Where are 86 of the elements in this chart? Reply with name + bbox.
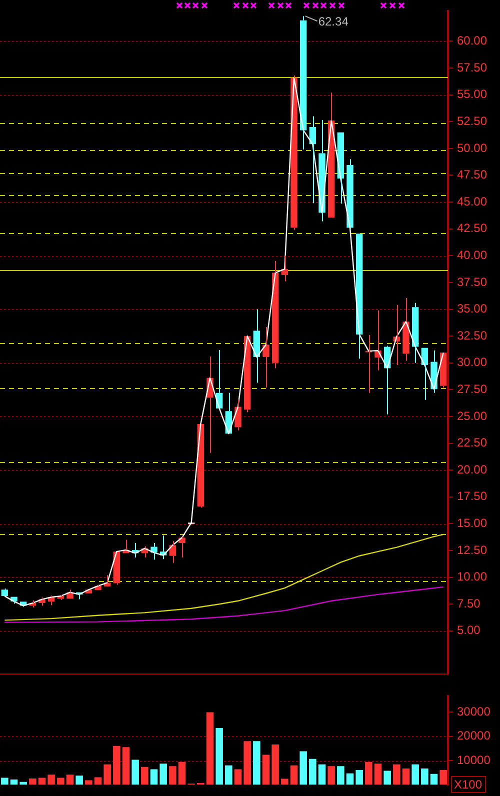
- candlestick: [402, 298, 410, 362]
- bar: [225, 765, 232, 785]
- candlestick: [300, 16, 307, 150]
- y-tick-label: 47.50: [457, 168, 488, 182]
- bar: [374, 764, 382, 785]
- y-tick-label: 10.00: [457, 570, 488, 584]
- y-tick-label: 12.50: [457, 542, 488, 557]
- candlestick: [1, 588, 8, 596]
- candlestick: [178, 536, 186, 558]
- candlestick: [346, 158, 354, 230]
- bar: [309, 758, 316, 785]
- y-tick-label: 7.50: [457, 596, 481, 610]
- bar: [412, 764, 419, 785]
- bar: [272, 744, 279, 785]
- bar: [365, 762, 372, 785]
- bar: [300, 751, 307, 785]
- bar: [85, 780, 92, 785]
- bar: [66, 774, 74, 785]
- y-tick-label: 42.50: [457, 221, 488, 236]
- candlestick: [309, 116, 316, 204]
- bar: [48, 774, 55, 785]
- bar: [402, 768, 410, 785]
- bar: [10, 779, 18, 785]
- bar: [234, 769, 242, 785]
- y-tick-label: 60.00: [457, 34, 488, 48]
- bar: [262, 754, 270, 785]
- bar: [206, 712, 214, 785]
- y-tick-label: 10000: [457, 752, 491, 767]
- bar: [384, 770, 391, 785]
- bar: [281, 778, 288, 785]
- y-tick-label: 55.00: [457, 87, 488, 102]
- annotation: 62.34: [318, 14, 349, 28]
- bar: [160, 764, 167, 785]
- bar: [76, 776, 83, 785]
- bar: [150, 769, 158, 785]
- candlestick: [440, 352, 447, 388]
- bar: [393, 764, 400, 785]
- bar: [318, 764, 326, 785]
- bar: [57, 778, 64, 785]
- y-tick-label: 37.50: [457, 274, 488, 289]
- bar: [29, 778, 36, 785]
- bar: [1, 778, 8, 785]
- y-tick-label: 35.00: [457, 302, 488, 316]
- candlestick: [169, 540, 176, 564]
- y-tick-label: 17.50: [457, 489, 488, 504]
- bar: [104, 764, 111, 785]
- y-tick-label: 45.00: [457, 194, 488, 208]
- bar: [169, 766, 176, 785]
- bar: [290, 765, 298, 785]
- y-tick-label: 15.00: [457, 516, 488, 530]
- y-tick-label: 27.50: [457, 382, 488, 396]
- bar: [430, 774, 438, 785]
- text: X100: [454, 777, 482, 792]
- bar: [253, 741, 260, 785]
- bar: [440, 770, 447, 785]
- bar: [113, 746, 120, 785]
- candlestick: [262, 326, 270, 388]
- y-tick-label: 20.00: [457, 462, 488, 476]
- candlestick: [356, 234, 363, 360]
- candlestick: [113, 552, 120, 586]
- y-tick-label: 40.00: [457, 248, 488, 262]
- y-tick-label: 20000: [457, 728, 491, 743]
- y-tick-label: 52.50: [457, 114, 488, 128]
- y-tick-label: 30000: [457, 704, 491, 718]
- y-tick-label: 50.00: [457, 140, 488, 155]
- bar: [346, 773, 354, 785]
- y-tick-label: 22.50: [457, 436, 488, 450]
- bar: [337, 766, 344, 785]
- candlestick: [412, 302, 419, 364]
- bar: [141, 766, 148, 785]
- bar: [216, 728, 223, 785]
- candlestick: [272, 260, 279, 369]
- bar: [421, 768, 428, 785]
- bar: [328, 766, 335, 785]
- bar: [122, 747, 130, 785]
- bar: [178, 762, 186, 785]
- bar: [132, 760, 139, 785]
- y-tick-label: 32.50: [457, 328, 488, 342]
- y-tick-label: 5.00: [457, 623, 481, 638]
- bar: [244, 741, 251, 785]
- y-tick-label: 57.50: [457, 60, 488, 74]
- candlestick: [234, 398, 242, 431]
- candlestick: [150, 542, 158, 560]
- bar: [356, 770, 363, 785]
- y-tick-label: 30.00: [457, 355, 488, 370]
- y-tick-label: 25.00: [457, 408, 488, 423]
